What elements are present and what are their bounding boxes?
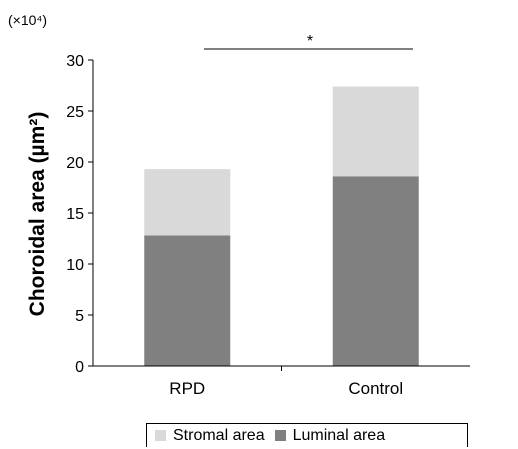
bar-control-stromal-area [332,86,419,177]
x-axis: RPD Control [93,365,470,398]
legend-item-stromal: Stromal area [155,427,265,445]
y-axis-title: Choroidal area (µm²) [26,112,49,317]
bar-control-luminal-area [332,176,419,366]
legend-item-luminal: Luminal area [274,426,386,445]
significance-star: * [307,33,313,50]
y-tick-label: 15 [66,206,84,223]
significance-annotation: * [204,33,413,50]
y-axis: 0 5 10 15 20 25 30 [66,53,94,376]
legend-label-stromal: Stromal area [173,426,265,444]
y-tick-label: 30 [66,53,84,70]
y-tick-label: 5 [75,308,84,325]
legend-label-luminal: Luminal area [292,426,386,444]
y-tick-label: 25 [66,104,84,121]
bars [144,86,419,366]
legend-swatch-luminal [274,430,286,441]
x-tick-label: Control [348,379,403,398]
y-tick-label: 10 [66,257,84,274]
legend-swatch-stromal [155,430,166,441]
y-tick-label: 20 [66,155,84,172]
y-tick-label: 0 [75,359,84,376]
bar-rpd-stromal-area [144,169,231,236]
x-tick-label: RPD [169,379,205,398]
legend: Stromal area Luminal area [146,423,468,447]
bar-rpd-luminal-area [144,235,231,366]
y-multiplier-label: (×10⁴) [8,12,47,28]
